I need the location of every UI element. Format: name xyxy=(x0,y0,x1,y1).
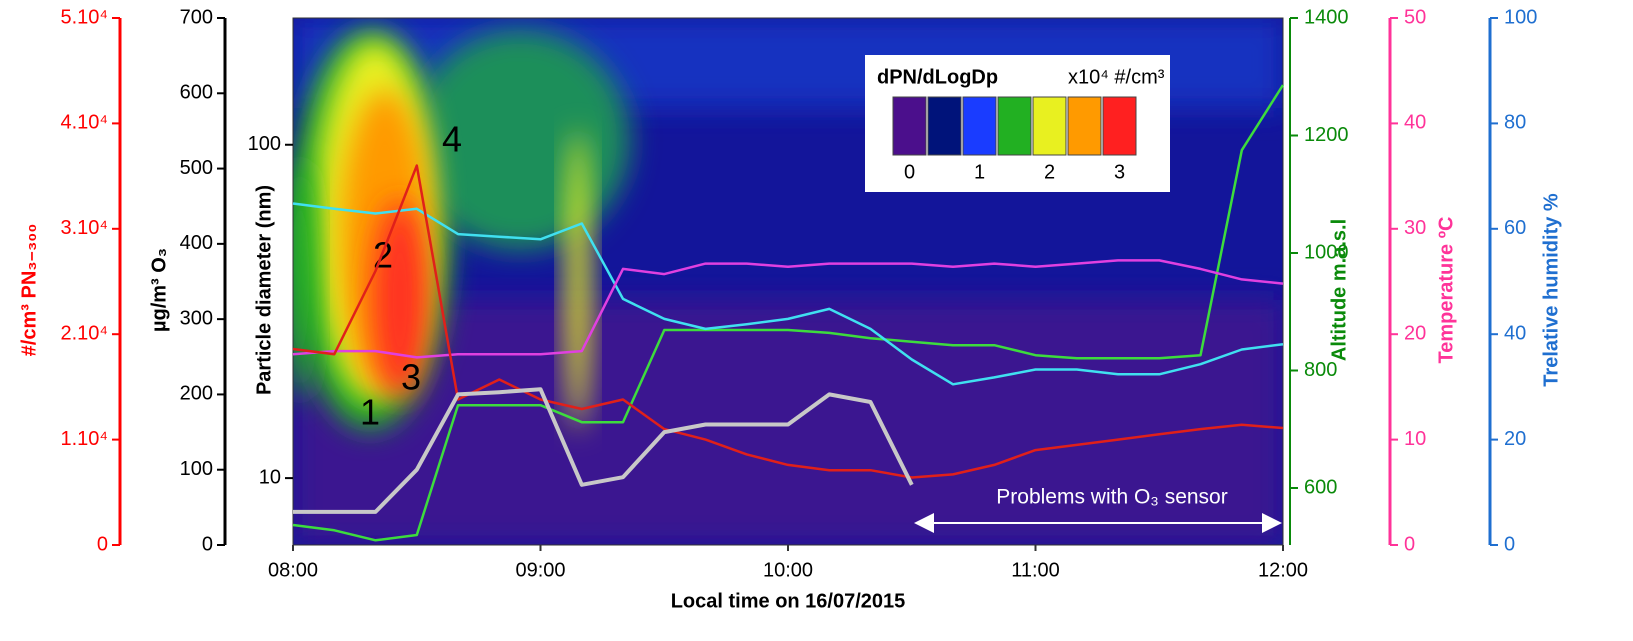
y-tick-label: 1000 xyxy=(1304,241,1349,263)
y-tick-label: 800 xyxy=(1304,359,1337,381)
axis-title: Altitude m.a.s.l xyxy=(1328,219,1350,361)
x-tick-label: 11:00 xyxy=(1011,559,1060,581)
y-tick-label: 4.10⁴ xyxy=(60,112,108,134)
x-tick-label: 12:00 xyxy=(1258,559,1308,581)
y-tick-label: 10 xyxy=(259,466,281,488)
series-line xyxy=(293,387,914,514)
y-tick-label: 0 xyxy=(202,533,213,555)
y-tick-label: 1200 xyxy=(1304,124,1349,146)
y-tick-label: 400 xyxy=(180,232,213,254)
y-tick-label: 5.10⁴ xyxy=(60,6,108,28)
y-tick-label: 1.10⁴ xyxy=(60,428,108,450)
y-tick-label: 0 xyxy=(97,533,108,555)
colorbar-swatch xyxy=(1102,96,1137,156)
colorbar-title: dPN/dLogDp xyxy=(877,66,998,88)
y-tick-label: 500 xyxy=(180,157,213,179)
y-tick-label: 80 xyxy=(1504,112,1526,134)
y-tick-label: 10 xyxy=(1404,428,1426,450)
colorbar-swatch xyxy=(962,96,997,156)
axis-title: #/cm³ PN₃₋₃₀₀ xyxy=(18,224,40,357)
colorbar-swatch xyxy=(1032,96,1067,156)
y-tick-label: 40 xyxy=(1504,322,1526,344)
y-tick-label: 0 xyxy=(1404,533,1415,555)
note: Problems with O₃ sensor xyxy=(996,486,1227,509)
x-tick-label: 09:00 xyxy=(515,559,565,581)
x-axis-title: Local time on 16/07/2015 xyxy=(671,590,906,612)
colorbar-tick-label: 3 xyxy=(1114,161,1125,183)
y-tick-label: 3.10⁴ xyxy=(60,217,108,239)
x-tick-label: 10:00 xyxy=(763,559,813,581)
annotation: 3 xyxy=(401,357,421,398)
y-tick-label: 600 xyxy=(180,82,213,104)
annotation: 1 xyxy=(360,392,380,433)
y-tick-label: 0 xyxy=(1504,533,1515,555)
y-tick-label: 2.10⁴ xyxy=(60,322,108,344)
y-tick-label: 100 xyxy=(1504,6,1537,28)
y-tick-label: 200 xyxy=(180,383,213,405)
colorbar-swatch xyxy=(997,96,1032,156)
y-tick-label: 100 xyxy=(180,458,213,480)
axis-title: Particle diameter (nm) xyxy=(253,185,275,395)
colorbar-swatch xyxy=(892,96,927,156)
y-tick-label: 40 xyxy=(1404,112,1426,134)
y-tick-label: 20 xyxy=(1504,428,1526,450)
y-tick-label: 700 xyxy=(180,6,213,28)
y-tick-label: 20 xyxy=(1404,322,1426,344)
series-line xyxy=(292,84,1285,542)
axis-title: µg/m³ O₃ xyxy=(148,248,170,332)
y-tick-label: 60 xyxy=(1504,217,1526,239)
colorbar-tick-label: 2 xyxy=(1044,161,1055,183)
x-tick-label: 08:00 xyxy=(268,559,318,581)
y-tick-label: 30 xyxy=(1404,217,1426,239)
colorbar-tick-label: 1 xyxy=(974,161,985,183)
series-line xyxy=(292,259,1284,359)
axis-title: Temperature ºC xyxy=(1435,217,1457,364)
annotation: 4 xyxy=(442,119,462,160)
colorbar-unit: x10⁴ #/cm³ xyxy=(1068,66,1165,88)
colorbar-tick-label: 0 xyxy=(904,161,915,183)
colorbar: 0 1 2 3 xyxy=(892,96,1137,183)
y-tick-label: 1400 xyxy=(1304,6,1349,28)
y-tick-label: 600 xyxy=(1304,476,1337,498)
colorbar-swatch xyxy=(1067,96,1102,156)
axis-title: Trelative humidity % xyxy=(1540,193,1562,387)
y-tick-label: 50 xyxy=(1404,6,1426,28)
y-tick-label: 100 xyxy=(248,133,281,155)
colorbar-swatch xyxy=(927,96,962,156)
series-line xyxy=(292,202,1284,386)
y-tick-label: 300 xyxy=(180,307,213,329)
series-line xyxy=(292,164,1284,479)
